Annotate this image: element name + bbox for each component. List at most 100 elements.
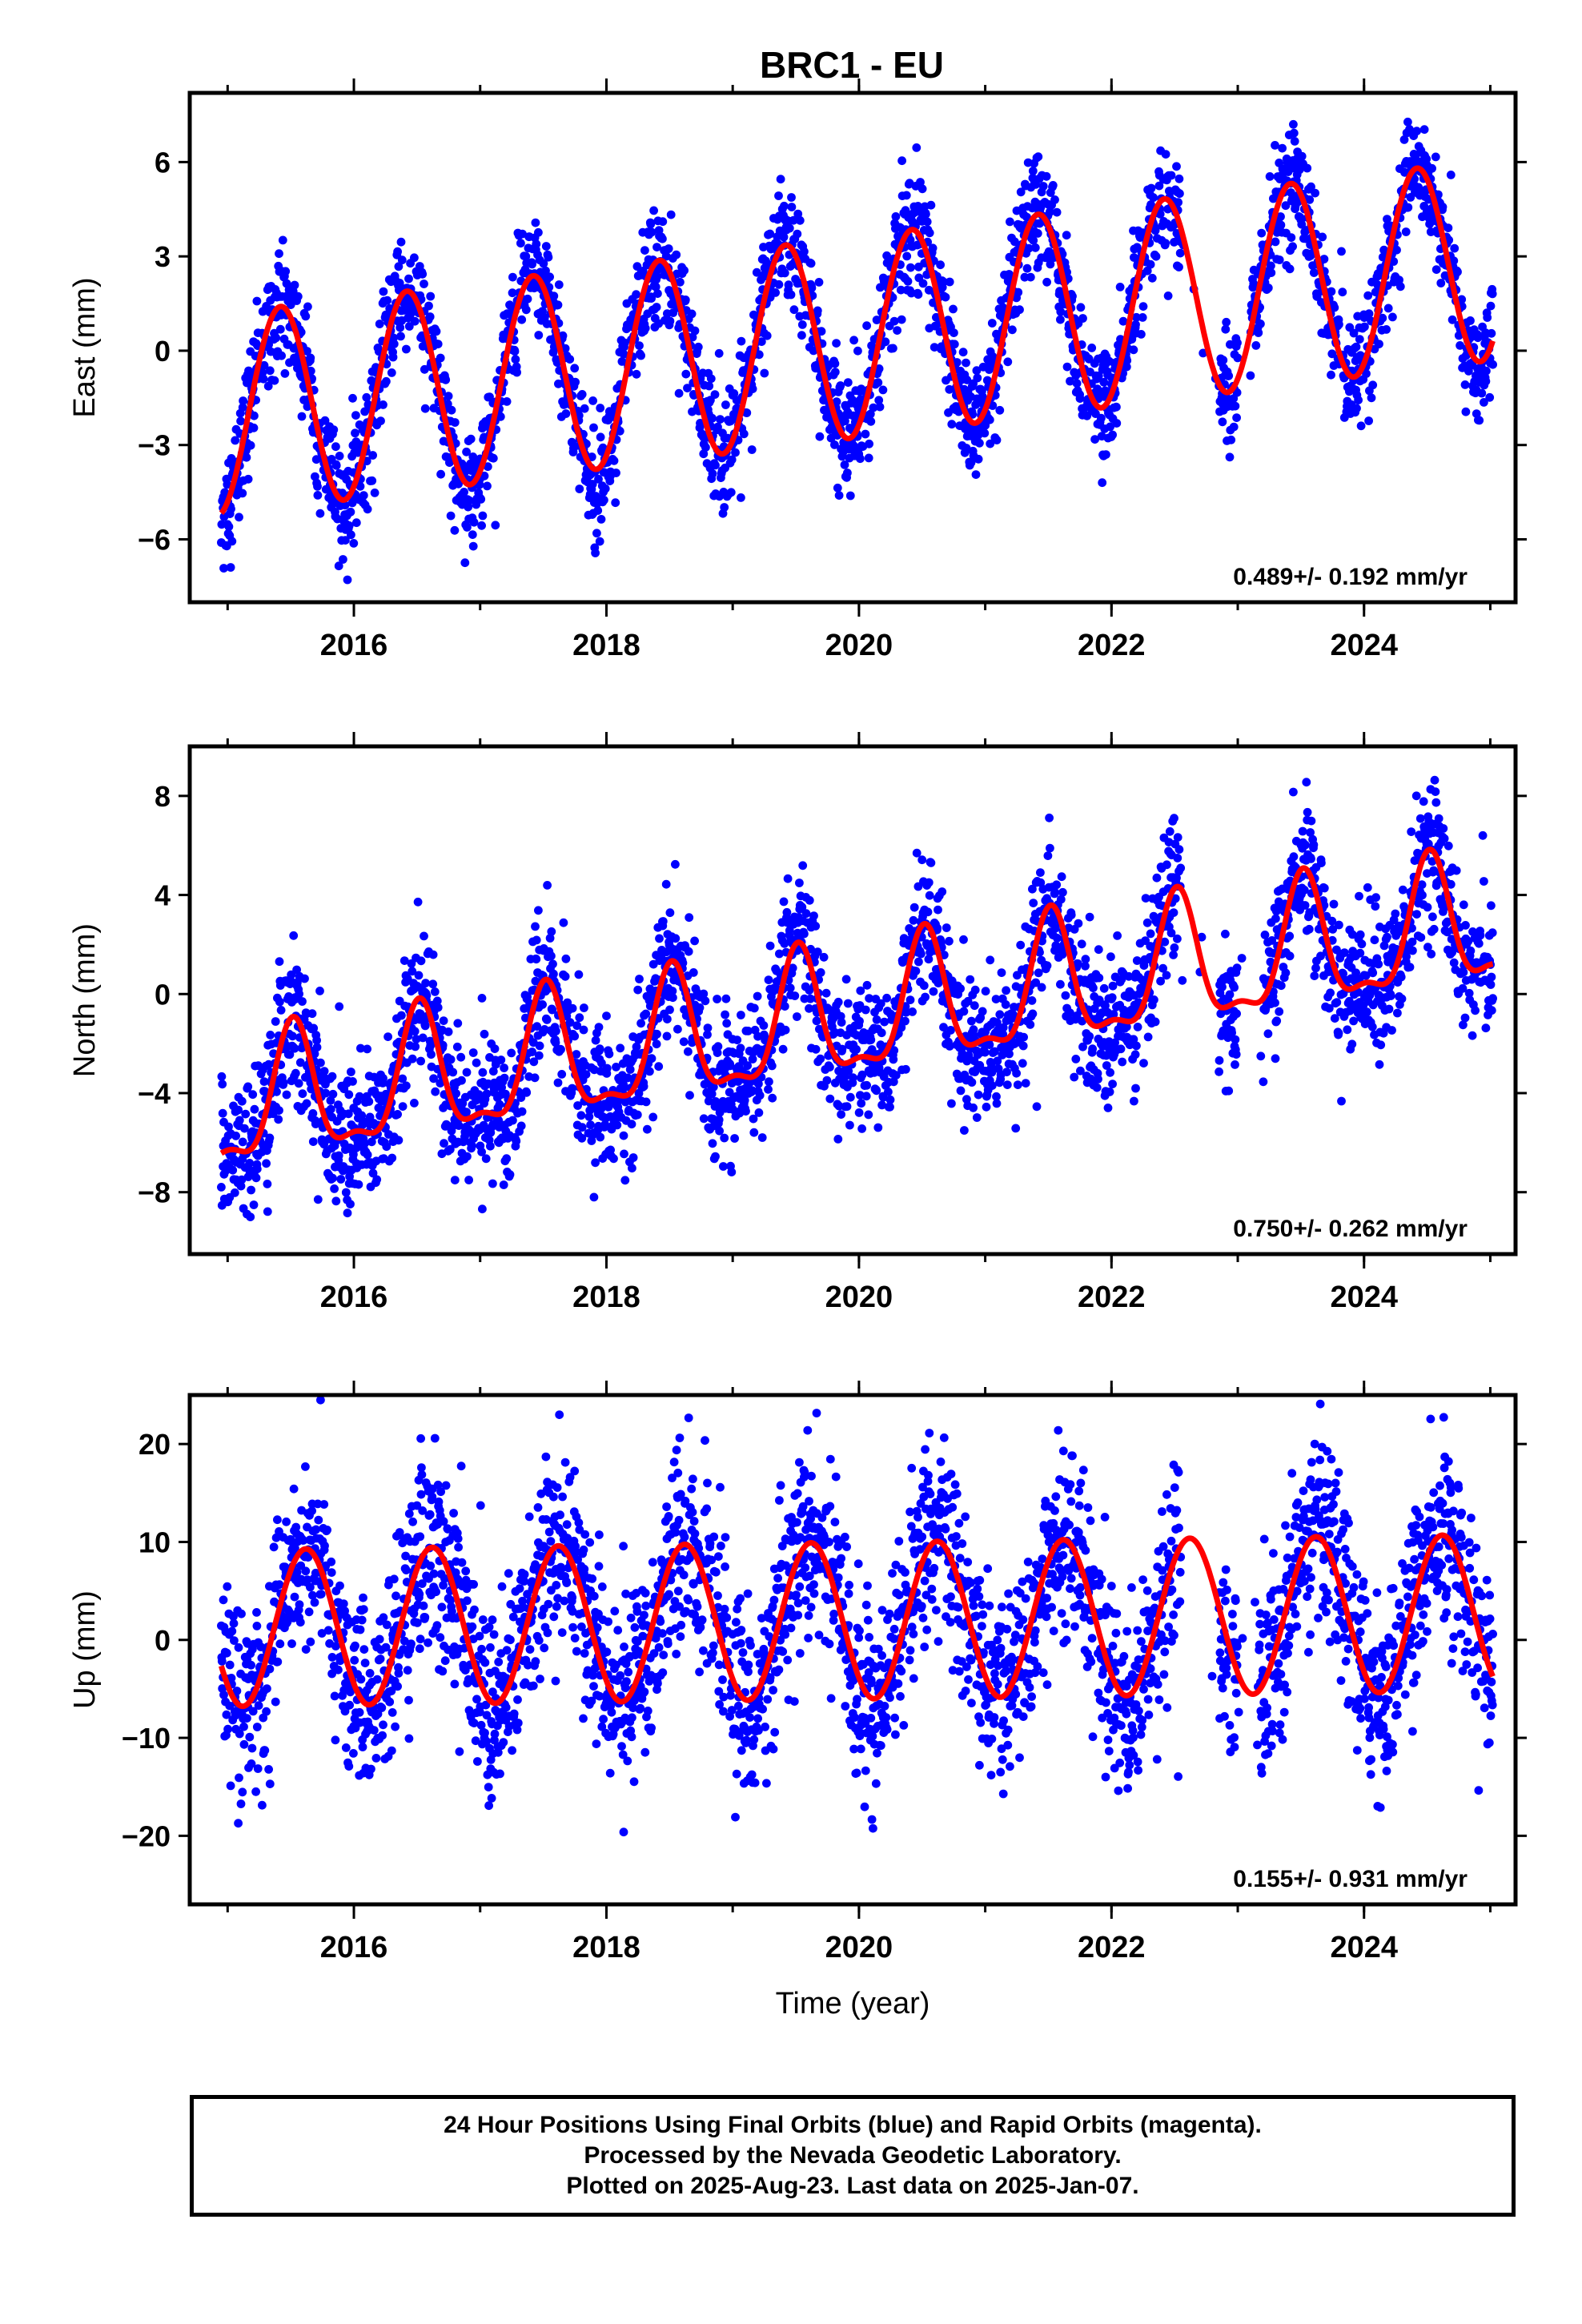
data-point <box>845 491 855 501</box>
data-point <box>313 482 322 491</box>
data-point <box>701 996 710 1006</box>
data-point <box>843 378 853 387</box>
data-point <box>396 332 405 341</box>
data-point <box>641 1009 651 1019</box>
data-point <box>363 505 372 514</box>
data-point <box>742 408 752 417</box>
data-point <box>561 409 571 418</box>
data-point <box>1257 228 1267 238</box>
data-point <box>464 1176 473 1184</box>
data-point <box>532 955 541 964</box>
data-point <box>468 1048 478 1057</box>
data-point <box>726 416 735 426</box>
data-point <box>708 413 717 423</box>
data-point <box>635 975 644 983</box>
data-point <box>619 349 628 359</box>
data-point <box>873 378 883 388</box>
data-point <box>722 1019 732 1028</box>
data-point <box>1056 979 1065 989</box>
data-point <box>658 917 668 926</box>
data-point <box>1155 210 1165 219</box>
data-point <box>410 1099 419 1108</box>
data-point <box>600 484 610 493</box>
data-point <box>1102 450 1110 459</box>
data-point <box>508 272 517 282</box>
data-point <box>1364 309 1374 319</box>
data-point <box>665 1005 674 1015</box>
data-point <box>1016 940 1026 950</box>
data-point <box>436 353 445 363</box>
data-point <box>986 439 995 448</box>
data-point <box>1002 986 1010 995</box>
data-point <box>570 1031 580 1041</box>
data-point <box>684 947 693 956</box>
data-point <box>368 451 377 460</box>
data-point <box>396 237 406 247</box>
data-point <box>708 1139 717 1148</box>
data-point <box>995 1010 1005 1019</box>
data-point <box>1052 207 1062 217</box>
data-point <box>443 400 452 408</box>
data-point <box>1008 325 1017 335</box>
data-point <box>387 1153 397 1163</box>
data-point <box>1327 287 1336 296</box>
data-point <box>223 480 232 489</box>
data-point <box>1028 167 1038 175</box>
data-point <box>1403 117 1412 127</box>
data-point <box>510 347 520 356</box>
data-point <box>413 897 423 907</box>
data-point <box>251 1173 261 1183</box>
data-point <box>711 1152 720 1161</box>
data-point <box>512 368 521 377</box>
data-point <box>393 247 402 256</box>
data-point <box>444 1027 453 1036</box>
data-point <box>721 400 730 409</box>
data-point <box>452 1089 460 1098</box>
data-point <box>604 1049 614 1059</box>
data-point <box>1221 324 1231 334</box>
data-point <box>971 470 981 479</box>
data-point <box>909 915 918 925</box>
data-point <box>486 1141 495 1151</box>
data-point <box>872 1015 881 1024</box>
data-point <box>913 290 923 300</box>
data-point <box>446 1055 456 1064</box>
data-point <box>421 979 430 987</box>
data-point <box>1231 401 1240 411</box>
data-point <box>768 1093 777 1103</box>
data-point <box>764 975 773 984</box>
data-point <box>291 1068 300 1078</box>
data-point <box>348 393 357 403</box>
data-point <box>690 936 699 946</box>
data-point <box>516 1121 526 1131</box>
data-point <box>569 444 578 453</box>
data-point <box>331 442 340 452</box>
data-point <box>706 374 716 384</box>
data-point <box>612 468 620 477</box>
data-point <box>893 326 901 335</box>
data-point <box>517 315 527 324</box>
data-point <box>849 336 858 345</box>
data-point <box>705 381 714 391</box>
data-point <box>328 1173 337 1183</box>
data-point <box>1028 1009 1038 1019</box>
data-point <box>1431 265 1441 274</box>
data-point <box>680 266 689 275</box>
data-point <box>468 1141 476 1151</box>
data-point <box>973 373 982 383</box>
data-point <box>966 458 976 467</box>
data-point <box>1018 1041 1028 1051</box>
data-point <box>646 219 656 229</box>
data-point <box>1222 317 1231 327</box>
data-point <box>726 488 736 497</box>
data-point <box>420 1021 430 1031</box>
data-point <box>351 518 361 528</box>
data-point <box>913 202 922 211</box>
data-point <box>450 418 460 427</box>
data-point <box>226 563 235 572</box>
data-point <box>1288 242 1297 251</box>
data-point <box>1024 243 1034 253</box>
data-point <box>247 1185 255 1195</box>
data-point <box>645 1067 654 1076</box>
data-point <box>1118 316 1128 326</box>
